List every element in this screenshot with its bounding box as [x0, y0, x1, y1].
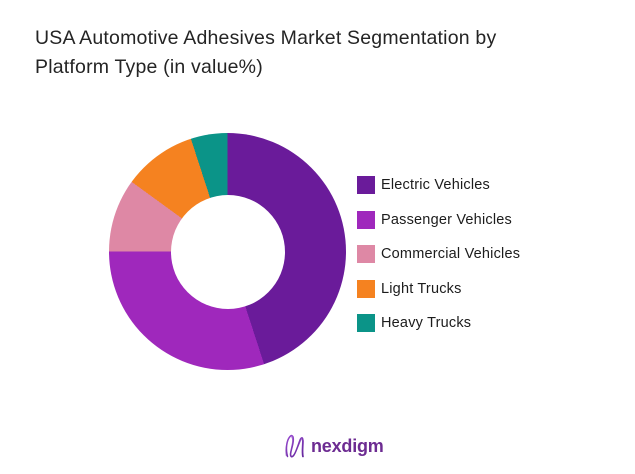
legend-swatch — [357, 279, 375, 298]
legend: Electric Vehicles Passenger Vehicles Comme… — [357, 176, 520, 332]
chart-title: USA Automotive Adhesives Market Segmenta… — [35, 24, 615, 82]
legend-label: Electric Vehicles — [381, 177, 490, 193]
legend-swatch — [357, 176, 375, 194]
chart-title-line1: USA Automotive Adhesives Market Segmenta… — [35, 27, 497, 49]
legend-swatch — [357, 314, 375, 332]
brand-logo: nexdigm — [283, 433, 384, 460]
legend-item: Heavy Trucks — [357, 314, 520, 332]
legend-item: Commercial Vehicles — [357, 245, 520, 263]
legend-item: Electric Vehicles — [357, 176, 520, 194]
donut-hole — [170, 194, 285, 309]
legend-swatch — [357, 210, 375, 229]
donut-chart — [109, 133, 346, 370]
legend-label: Passenger Vehicles — [381, 211, 512, 228]
legend-label: Light Trucks — [381, 280, 462, 297]
nexdigm-logo-icon — [285, 434, 304, 458]
legend-label: Heavy Trucks — [381, 315, 472, 331]
brand-name: nexdigm — [311, 436, 384, 456]
legend-label: Commercial Vehicles — [381, 246, 521, 262]
legend-item: Passenger Vehicles — [357, 210, 520, 229]
legend-item: Light Trucks — [357, 279, 520, 298]
legend-swatch — [357, 245, 375, 263]
chart-title-line2: Platform Type (in value%) — [35, 56, 263, 78]
